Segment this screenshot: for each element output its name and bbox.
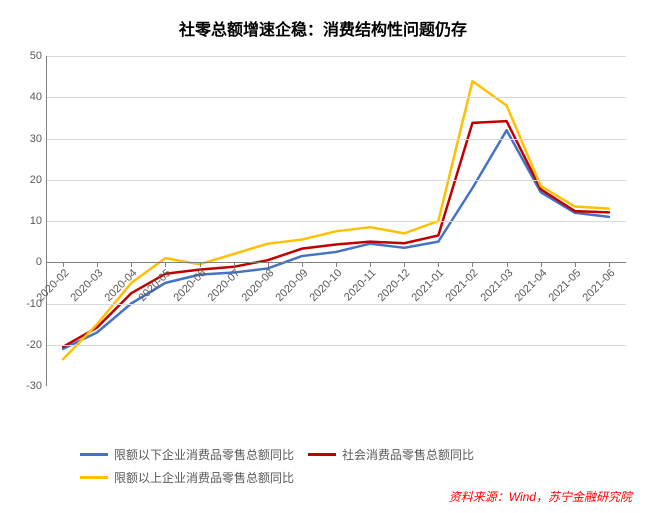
legend-swatch — [80, 453, 108, 456]
y-axis — [46, 56, 47, 386]
legend-label: 限额以上企业消费品零售总额同比 — [114, 469, 294, 486]
legend-swatch — [80, 476, 108, 479]
chart-title: 社零总额增速企稳：消费结构性问题仍存 — [0, 16, 646, 40]
legend-label: 社会消费品零售总额同比 — [342, 446, 474, 463]
gridline — [46, 221, 626, 222]
ytick-label: -20 — [26, 339, 46, 351]
ytick-label: 30 — [30, 133, 46, 145]
legend-swatch — [308, 453, 336, 456]
chart-root: 社零总额增速企稳：消费结构性问题仍存 -30-20-10010203040502… — [0, 0, 646, 513]
gridline — [46, 139, 626, 140]
plot-area: -30-20-10010203040502020-022020-032020-0… — [46, 56, 626, 386]
source-text: 资料来源：Wind，苏宁金融研究院 — [449, 488, 632, 505]
legend-label: 限额以下企业消费品零售总额同比 — [114, 446, 294, 463]
ytick-label: 50 — [30, 50, 46, 62]
legend-item: 社会消费品零售总额同比 — [308, 446, 474, 463]
gridline — [46, 97, 626, 98]
xtick — [472, 262, 473, 267]
ytick-label: 10 — [30, 215, 46, 227]
gridline — [46, 345, 626, 346]
gridline — [46, 180, 626, 181]
legend: 限额以下企业消费品零售总额同比 社会消费品零售总额同比限额以上企业消费品零售总额同… — [80, 446, 580, 486]
gridline — [46, 304, 626, 305]
ytick-label: 0 — [36, 256, 46, 268]
legend-item: 限额以上企业消费品零售总额同比 — [80, 469, 294, 486]
gridline — [46, 56, 626, 57]
ytick-label: -30 — [26, 380, 46, 392]
ytick-label: 20 — [30, 174, 46, 186]
ytick-label: 40 — [30, 91, 46, 103]
legend-item: 限额以下企业消费品零售总额同比 — [80, 446, 294, 463]
xtick — [165, 262, 166, 267]
